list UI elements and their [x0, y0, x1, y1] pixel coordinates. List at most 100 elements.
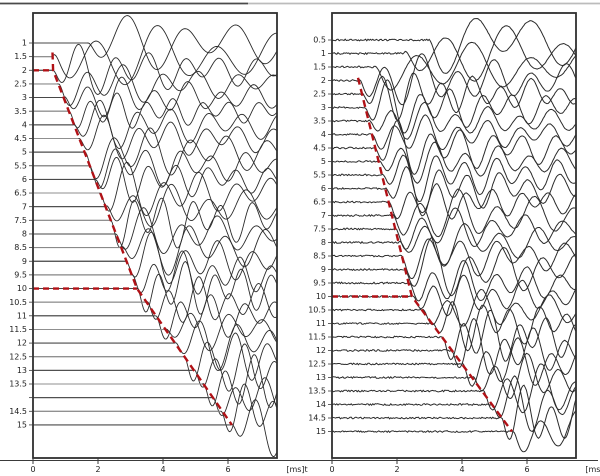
depth-label: 13	[17, 366, 27, 375]
depth-label: 2.5	[313, 90, 326, 99]
seismic-trace	[33, 43, 277, 95]
depth-label: 2	[22, 66, 27, 75]
depth-label: 12	[316, 346, 326, 355]
seismic-trace	[332, 352, 576, 399]
depth-label: 13.5	[308, 387, 326, 396]
seismic-trace	[332, 141, 576, 184]
seismic-trace	[332, 188, 576, 238]
seismic-trace	[332, 237, 576, 297]
depth-label: 8	[321, 238, 326, 247]
trace-group-left	[33, 15, 277, 457]
depth-label: 3	[22, 93, 27, 102]
seismic-trace	[332, 25, 576, 82]
first-arrival-pick-line	[356, 77, 513, 433]
seismic-trace	[332, 410, 576, 453]
depth-label: 14.5	[308, 414, 326, 423]
depth-label: 10.5	[308, 306, 326, 315]
seismic-trace	[332, 72, 576, 121]
seismic-trace	[332, 18, 576, 74]
seismic-trace	[332, 288, 576, 327]
x-tick-label: 0	[30, 465, 35, 474]
depth-label: 15	[316, 427, 326, 436]
depth-label: 11.5	[9, 325, 27, 334]
seismic-trace	[332, 154, 576, 202]
depth-label: 2	[321, 76, 326, 85]
seismic-trace	[332, 223, 576, 267]
depth-label: 2.5	[14, 80, 27, 89]
depth-label: 4.5	[313, 144, 326, 153]
depth-label: 10	[17, 284, 27, 293]
seismic-trace	[332, 79, 576, 134]
pick-group-right	[332, 77, 513, 433]
plot-frame	[331, 12, 577, 459]
seismic-trace	[332, 384, 576, 441]
x-tick-label: 4	[459, 465, 464, 474]
x-tick-label: 6	[524, 465, 529, 474]
depth-label: 7.5	[14, 216, 27, 225]
x-tick-label: 6	[225, 465, 230, 474]
depth-label: 10.5	[9, 298, 27, 307]
seismic-trace	[33, 64, 277, 106]
depth-label: 11.5	[308, 333, 326, 342]
depth-label: 6	[321, 184, 326, 193]
depth-label: 4	[22, 120, 27, 129]
depth-label: 0.5	[313, 36, 326, 45]
depth-label: 1.5	[14, 52, 27, 61]
depth-label: 14.5	[9, 407, 27, 416]
depth-label: 3.5	[14, 107, 27, 116]
depth-label: 4	[321, 130, 326, 139]
seismic-trace	[332, 317, 576, 375]
depth-label: 12.5	[9, 352, 27, 361]
depth-label: 12.5	[308, 360, 326, 369]
seismic-trace	[332, 337, 576, 387]
seismic-trace	[332, 53, 576, 106]
seismic-trace	[33, 76, 277, 118]
x-tick-label: 2	[394, 465, 399, 474]
depth-label: 8.5	[313, 252, 326, 261]
depth-label: 15	[17, 421, 27, 430]
depth-label: 5	[321, 157, 326, 166]
seismic-trace	[332, 375, 576, 433]
depth-label: 7	[22, 202, 27, 211]
depth-label: 9.5	[14, 270, 27, 279]
depth-label: 8.5	[14, 243, 27, 252]
depth-label: 6.5	[313, 198, 326, 207]
depth-label: 5.5	[14, 161, 27, 170]
depth-label: 14	[316, 400, 326, 409]
depth-label: 3	[321, 103, 326, 112]
depth-label: 8	[22, 230, 27, 239]
depth-label: 10	[316, 292, 326, 301]
depth-label: 7.5	[313, 225, 326, 234]
depth-label: 12	[17, 339, 27, 348]
seismic-trace	[332, 260, 576, 302]
seismic-trace	[332, 166, 576, 217]
seismic-trace	[33, 25, 277, 86]
x-axis-unit-label: [ms]t	[585, 465, 600, 474]
seismic-trace	[332, 301, 576, 352]
seismic-trace	[332, 363, 576, 414]
x-tick-label: 4	[160, 465, 165, 474]
depth-label: 9	[22, 257, 27, 266]
depth-label: 13.5	[9, 380, 27, 389]
trace-group-right	[332, 18, 576, 453]
depth-label: 6.5	[14, 189, 27, 198]
seismic-trace	[332, 41, 576, 91]
depth-label: 3.5	[313, 117, 326, 126]
depth-label: 1	[321, 49, 326, 58]
seismic-trace	[332, 101, 576, 140]
pick-group-left	[33, 52, 233, 426]
first-arrival-pick-line	[51, 52, 233, 426]
depth-label: 11	[316, 319, 326, 328]
depth-label: 13	[316, 373, 326, 382]
depth-label: 6	[22, 175, 27, 184]
depth-label: 4.5	[14, 134, 27, 143]
x-tick-label: 2	[95, 465, 100, 474]
depth-label: 11	[17, 311, 27, 320]
depth-label: 5.5	[313, 171, 326, 180]
depth-label: 1.5	[313, 63, 326, 72]
depth-label: 9.5	[313, 279, 326, 288]
depth-label: 5	[22, 148, 27, 157]
